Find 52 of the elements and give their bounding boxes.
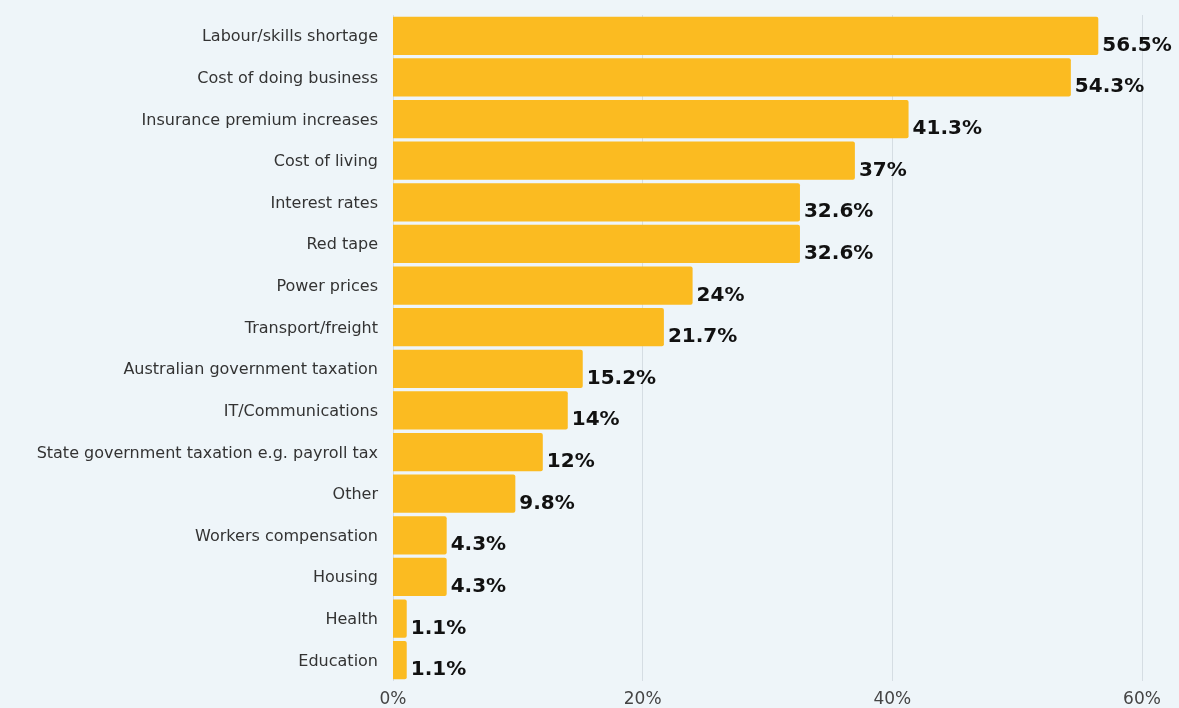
data-label: 32.6%: [803, 239, 874, 264]
y-tick-label: Health: [325, 609, 378, 629]
bar: [393, 641, 407, 680]
bar: [393, 474, 516, 513]
data-label: 54.3%: [1074, 73, 1145, 98]
y-tick-label: Cost of doing business: [197, 67, 378, 87]
y-tick-label: Australian government taxation: [123, 359, 378, 379]
y-tick-label: Insurance premium increases: [141, 109, 378, 129]
bar: [393, 266, 693, 305]
x-tick-label: 0%: [379, 687, 407, 708]
bar: [393, 183, 800, 222]
data-label: 1.1%: [410, 656, 467, 681]
bar: [393, 58, 1071, 97]
bar: [393, 557, 447, 597]
data-label: 14%: [571, 406, 620, 431]
data-label: 41.3%: [912, 115, 982, 140]
bar: [393, 308, 664, 347]
y-tick-label: Interest rates: [270, 192, 378, 212]
bar: [393, 16, 1099, 55]
data-label: 4.3%: [450, 531, 507, 556]
data-label: 37%: [858, 156, 907, 181]
x-tick-label: 20%: [623, 687, 662, 708]
x-tick-label: 40%: [873, 687, 912, 708]
y-tick-label: State government taxation e.g. payroll tax: [36, 442, 378, 462]
bar: [393, 599, 407, 638]
data-label: 15.2%: [586, 364, 657, 389]
data-label: 12%: [546, 448, 595, 473]
y-tick-label: Other: [332, 484, 379, 504]
x-tick-label: 60%: [1123, 687, 1161, 708]
data-label: 9.8%: [519, 489, 575, 514]
y-tick-label: Workers compensation: [195, 525, 378, 545]
y-tick-label: Education: [298, 650, 378, 670]
data-label: 4.3%: [450, 572, 507, 597]
bar: [393, 99, 909, 139]
data-label: 24%: [696, 281, 745, 306]
data-label: 56.5%: [1102, 31, 1172, 56]
bar: [393, 516, 447, 555]
y-tick-label: Transport/freight: [243, 317, 378, 337]
y-tick-label: Housing: [312, 567, 378, 587]
y-tick-label: Red tape: [306, 234, 378, 254]
data-label: 32.6%: [803, 198, 874, 223]
bar: [393, 349, 583, 388]
y-tick-label: Power prices: [276, 276, 378, 296]
bar: [393, 432, 543, 472]
data-label: 1.1%: [410, 614, 467, 639]
bar: [393, 141, 855, 180]
bar: [393, 391, 568, 430]
data-label: 21.7%: [667, 323, 738, 348]
bar: [393, 224, 800, 264]
y-tick-label: IT/Communications: [223, 400, 378, 420]
y-tick-label: Labour/skills shortage: [201, 26, 378, 46]
y-tick-label: Cost of living: [273, 151, 378, 171]
